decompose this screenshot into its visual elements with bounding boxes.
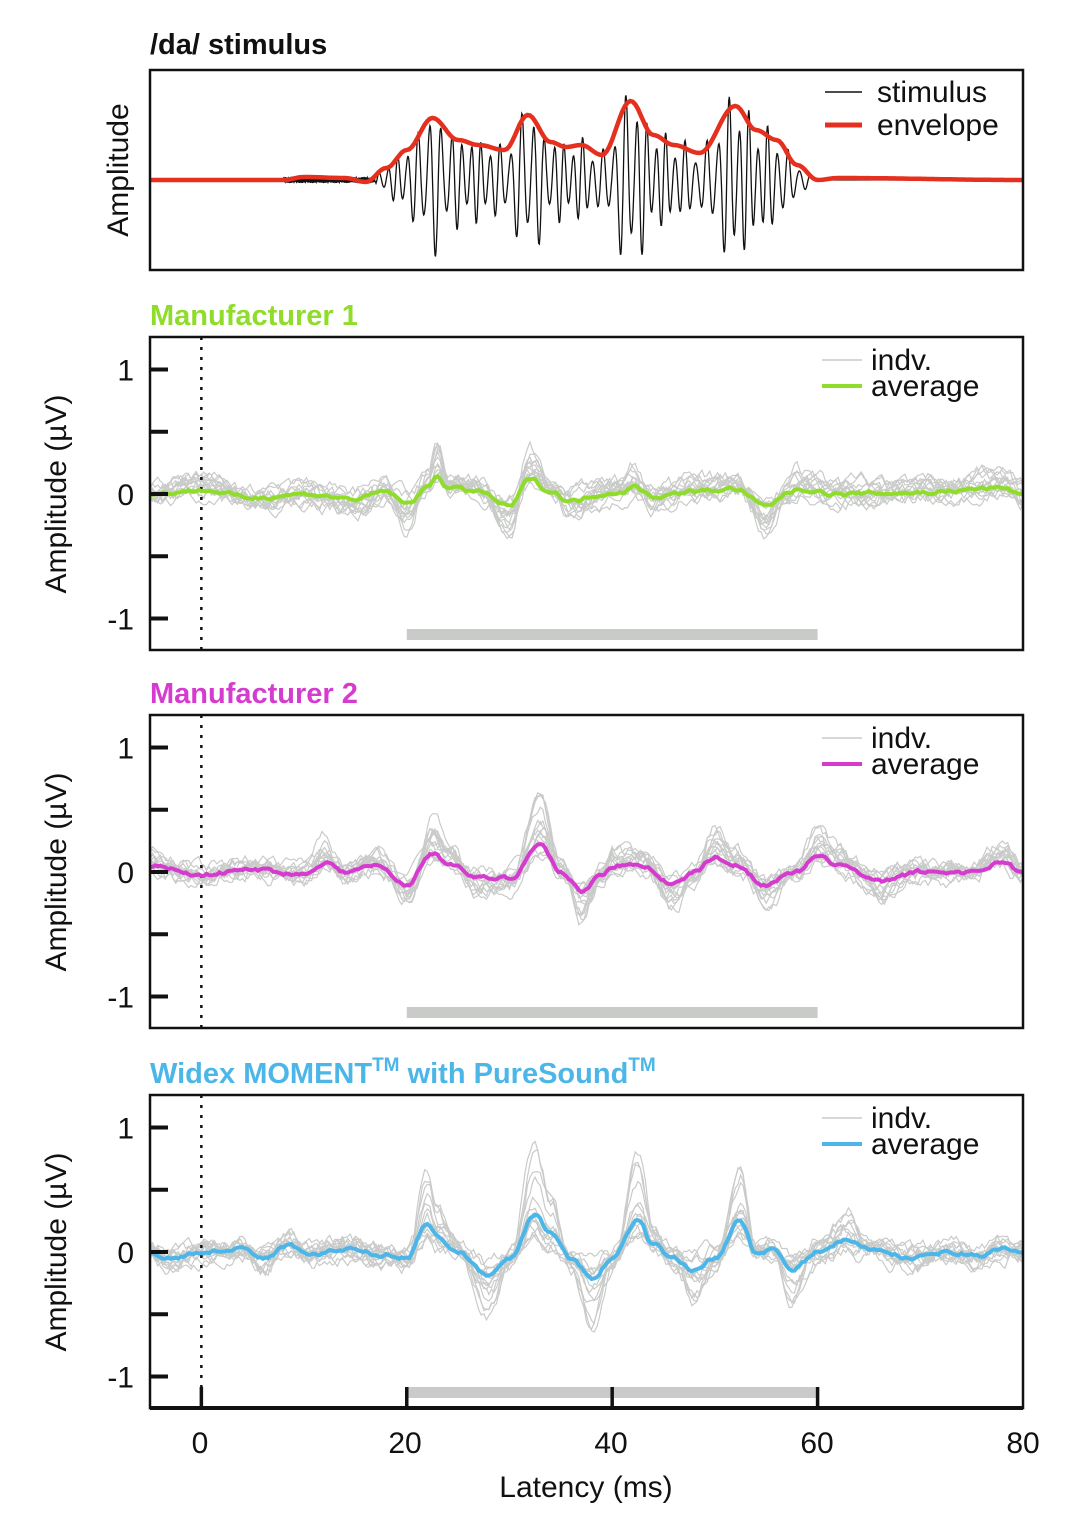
analysis-window-bar <box>406 1007 818 1018</box>
y-tick-label: 0 <box>117 479 134 512</box>
average-line <box>149 842 1024 895</box>
x-tick-label: 80 <box>1006 1427 1039 1460</box>
individual-trace <box>149 1140 1024 1330</box>
panel-title-widex: Widex MOMENTTM with PureSoundTM <box>150 1055 656 1090</box>
y-tick-label: 1 <box>117 1113 134 1146</box>
individual-trace <box>149 1224 1024 1273</box>
x-tick-label: 20 <box>388 1427 421 1460</box>
panel-title: /da/ stimulus <box>150 29 327 61</box>
x-axis: 0 20 40 60 80 Latency (ms) <box>192 1427 1040 1504</box>
y-axis-label: Amplitude (µV) <box>40 772 73 971</box>
individual-trace <box>149 456 1024 535</box>
x-tick-label: 60 <box>800 1427 833 1460</box>
legend-label-stimulus: stimulus <box>877 76 987 109</box>
panel-3: 1 0 -1 Amplitude (µV) indv.average <box>40 1093 1025 1410</box>
individual-trace <box>149 462 1024 520</box>
trademark-superscript: TM <box>372 1055 399 1076</box>
panel-title-manufacturer-1: Manufacturer 1 <box>150 300 358 332</box>
y-tick-label: 1 <box>117 733 134 766</box>
legend-label-indv: indv. <box>871 722 932 755</box>
y-axis-label: Amplitude <box>102 103 135 236</box>
individual-trace <box>149 795 1024 917</box>
panel-2: 1 0 -1 Amplitude (µV) indv.average <box>40 713 1025 1030</box>
legend-label-indv: indv. <box>871 1102 932 1135</box>
individual-trace <box>149 806 1024 917</box>
title-part: with PureSound <box>400 1058 629 1090</box>
x-axis-label: Latency (ms) <box>499 1471 672 1504</box>
panel-title-manufacturer-2: Manufacturer 2 <box>150 678 358 710</box>
average-line <box>149 1212 1024 1282</box>
panel-stimulus: /da/ stimulus Amplitude stimulus envelop… <box>102 29 1025 272</box>
plot-frame <box>148 68 1025 272</box>
legend-label-average: average <box>871 370 979 403</box>
analysis-window-bar <box>406 629 818 640</box>
panel-1: 1 0 -1 Amplitude (µV) indv.average <box>40 335 1025 652</box>
title-part: Widex MOMENT <box>150 1058 372 1090</box>
individual-trace <box>149 472 1024 525</box>
envelope-line <box>150 98 1023 185</box>
y-axis-label: Amplitude (µV) <box>40 1152 73 1351</box>
y-axis-label: Amplitude (µV) <box>40 394 73 593</box>
individual-trace <box>149 1209 1024 1289</box>
legend-label-average: average <box>871 748 979 781</box>
individual-trace <box>149 792 1024 926</box>
x-tick-label: 40 <box>594 1427 627 1460</box>
y-tick-label: 1 <box>117 355 134 388</box>
y-tick-label: -1 <box>107 1362 134 1395</box>
y-tick-label: 0 <box>117 1237 134 1270</box>
y-tick-label: 0 <box>117 857 134 890</box>
legend-label-average: average <box>871 1128 979 1161</box>
x-tick-label: 0 <box>192 1427 209 1460</box>
legend-label-indv: indv. <box>871 344 932 377</box>
individual-trace <box>149 829 1024 899</box>
y-tick-label: -1 <box>107 982 134 1015</box>
trademark-superscript: TM <box>628 1055 655 1076</box>
legend-label-envelope: envelope <box>877 109 999 142</box>
y-tick-label: -1 <box>107 604 134 637</box>
average-line <box>148 473 1024 508</box>
individual-trace <box>149 442 1024 529</box>
